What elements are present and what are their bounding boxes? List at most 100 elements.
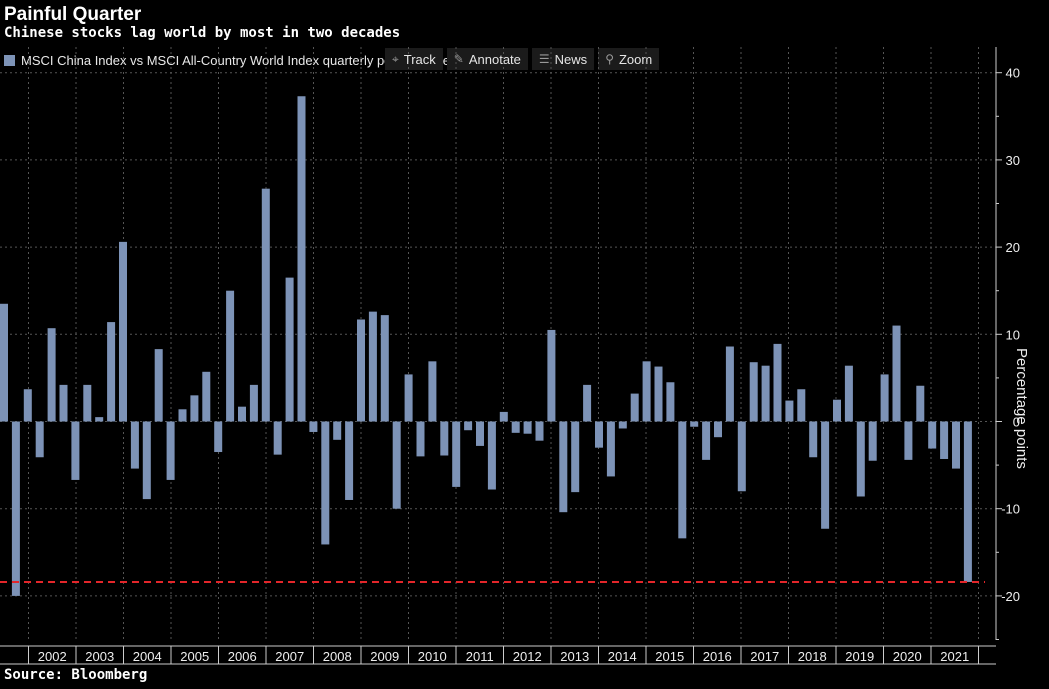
track-button[interactable]: ⌖ Track <box>385 48 443 70</box>
x-tick-label: 2021 <box>940 649 969 664</box>
bar <box>142 421 151 500</box>
bar <box>773 343 782 422</box>
bar <box>357 319 365 422</box>
bar <box>916 385 925 422</box>
bar <box>178 409 187 422</box>
annotate-button[interactable]: ✎ Annotate <box>446 48 528 70</box>
y-tick-label: -10 <box>1001 502 1020 517</box>
bar <box>119 241 127 422</box>
x-tick-label: 2018 <box>798 649 827 664</box>
source-note: Source: Bloomberg <box>4 667 148 683</box>
bar <box>0 303 8 422</box>
bar <box>963 421 972 582</box>
chart-subtitle: Chinese stocks lag world by most in two … <box>4 25 401 41</box>
x-tick-label: 2017 <box>750 649 779 664</box>
x-tick-label: 2020 <box>893 649 922 664</box>
track-label: Track <box>403 51 436 67</box>
x-tick-label: 2013 <box>560 649 589 664</box>
bar <box>130 421 139 469</box>
bar <box>107 322 116 422</box>
legend-label: MSCI China Index vs MSCI All-Country Wor… <box>21 53 494 68</box>
bar <box>464 421 473 431</box>
bar <box>761 365 770 422</box>
bar <box>833 399 841 422</box>
bar <box>749 362 758 422</box>
bar <box>511 421 520 433</box>
x-tick-label: 2007 <box>275 649 304 664</box>
bar <box>238 406 246 422</box>
bar <box>392 421 401 509</box>
bar <box>440 421 449 456</box>
bar <box>725 346 734 422</box>
news-icon: ☰ <box>538 52 550 66</box>
x-tick-label: 2004 <box>133 649 162 664</box>
x-tick-label: 2019 <box>845 649 874 664</box>
x-tick-label: 2016 <box>703 649 732 664</box>
annotate-label: Annotate <box>468 51 521 67</box>
bar <box>892 325 901 422</box>
bar <box>35 421 44 458</box>
bar <box>797 389 806 422</box>
magnifier-icon: ⚲ <box>605 52 614 66</box>
bar <box>404 374 413 422</box>
bar <box>309 421 318 432</box>
bar <box>737 421 746 492</box>
bar <box>166 421 175 480</box>
x-tick-label: 2010 <box>418 649 447 664</box>
bar <box>690 421 699 427</box>
bar <box>928 421 937 449</box>
x-tick-label: 2003 <box>85 649 114 664</box>
bar <box>273 421 282 455</box>
bar <box>285 277 294 422</box>
bar <box>368 311 377 422</box>
bar <box>154 349 163 422</box>
crosshair-icon: ⌖ <box>392 51 399 66</box>
x-tick-label: 2008 <box>323 649 352 664</box>
bar <box>249 384 258 422</box>
y-tick-label: 10 <box>1006 327 1020 342</box>
bar <box>95 417 104 422</box>
bar <box>261 188 270 422</box>
news-button[interactable]: ☰ News <box>531 48 595 70</box>
bar <box>666 382 675 422</box>
bar <box>11 421 20 596</box>
bar <box>321 421 330 545</box>
bar <box>606 421 615 477</box>
x-tick-label: 2006 <box>228 649 257 664</box>
bar <box>821 421 830 529</box>
bar <box>535 421 544 441</box>
bar <box>380 315 389 422</box>
bar <box>785 400 794 422</box>
bar <box>226 290 235 422</box>
bar <box>47 328 56 422</box>
bar <box>428 361 437 422</box>
bar <box>868 421 877 461</box>
bar <box>583 384 592 422</box>
bar <box>23 389 32 422</box>
bar <box>880 374 889 422</box>
bar <box>940 421 949 459</box>
bar <box>904 421 913 460</box>
bar <box>654 366 663 422</box>
x-tick-label: 2014 <box>608 649 637 664</box>
bar <box>487 421 496 490</box>
x-tick-label: 2012 <box>513 649 542 664</box>
bar <box>345 421 354 500</box>
bar <box>202 371 211 422</box>
bar <box>214 421 223 453</box>
chart-title: Painful Quarter <box>4 4 142 25</box>
y-tick-label: 30 <box>1006 153 1020 168</box>
bar <box>523 421 532 434</box>
bar <box>702 421 711 460</box>
bar <box>844 365 853 422</box>
y-axis-label: Percentage points <box>1013 348 1030 469</box>
bar <box>547 329 556 422</box>
bar <box>59 384 68 422</box>
y-tick-label: 20 <box>1006 240 1020 255</box>
bar <box>333 421 342 440</box>
bar <box>71 421 80 480</box>
zoom-button[interactable]: ⚲ Zoom <box>598 48 660 70</box>
y-tick-label: 40 <box>1006 66 1020 81</box>
y-tick-label: 0 <box>1013 415 1020 430</box>
